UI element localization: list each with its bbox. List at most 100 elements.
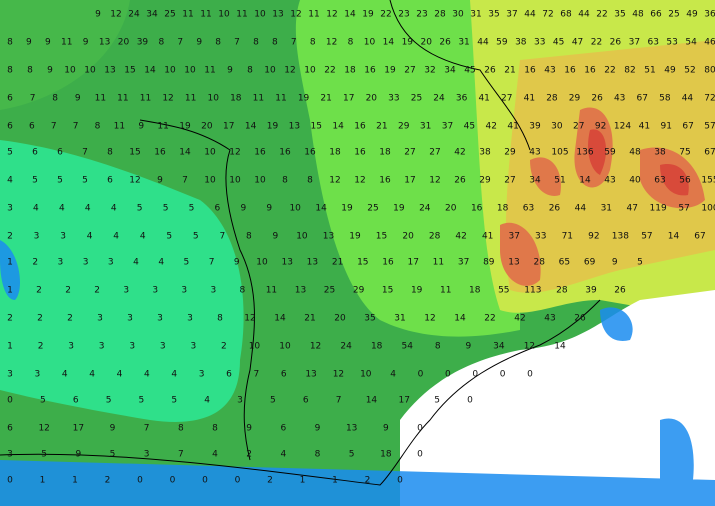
precip-label: 155 bbox=[701, 176, 715, 186]
precip-label: 17 bbox=[399, 396, 410, 406]
precip-label: 37 bbox=[442, 122, 453, 132]
precip-label: 9 bbox=[157, 176, 163, 186]
precip-label: 4 bbox=[133, 258, 139, 268]
precip-label: 13 bbox=[281, 258, 292, 268]
precip-label: 26 bbox=[484, 66, 496, 76]
precip-label: 3 bbox=[160, 342, 166, 352]
precip-label: 26 bbox=[591, 94, 603, 104]
precip-label: 8 bbox=[272, 38, 278, 48]
precip-label: 37 bbox=[509, 232, 520, 242]
precip-label: 9 bbox=[465, 342, 471, 352]
precip-label: 2 bbox=[38, 342, 44, 352]
precip-label: 67 bbox=[704, 148, 715, 158]
precip-label: 11 bbox=[266, 286, 277, 296]
precip-label: 65 bbox=[559, 258, 570, 268]
precip-label: 31 bbox=[470, 10, 481, 20]
precip-label: 8 bbox=[52, 94, 58, 104]
precip-label: 8 bbox=[246, 232, 252, 242]
precip-label: 19 bbox=[402, 38, 414, 48]
precip-label: 15 bbox=[382, 286, 393, 296]
precip-label: 3 bbox=[108, 258, 114, 268]
precip-label: 12 bbox=[310, 342, 321, 352]
precip-label: 39 bbox=[529, 122, 541, 132]
borders bbox=[139, 0, 531, 461]
precip-label: 40 bbox=[629, 176, 641, 186]
precip-label: 9 bbox=[315, 424, 321, 434]
precip-label: 6 bbox=[57, 148, 63, 158]
precip-label: 2 bbox=[37, 314, 43, 324]
precip-label: 10 bbox=[84, 66, 96, 76]
precip-label: 7 bbox=[51, 122, 57, 132]
precip-label: 43 bbox=[604, 176, 615, 186]
precip-label: 41 bbox=[639, 122, 650, 132]
precip-label: 5 bbox=[137, 204, 143, 214]
precip-label: 6 bbox=[32, 148, 38, 158]
precip-label: 5 bbox=[41, 450, 47, 460]
precip-label: 72 bbox=[704, 94, 715, 104]
precip-label: 31 bbox=[420, 122, 431, 132]
precip-label: 41 bbox=[482, 232, 493, 242]
precip-label: 35 bbox=[488, 10, 499, 20]
precip-label: 16 bbox=[379, 176, 391, 186]
precip-label: 12 bbox=[129, 176, 140, 186]
precip-label: 11 bbox=[157, 122, 168, 132]
precip-label: 46 bbox=[704, 38, 715, 48]
precip-label: 63 bbox=[648, 38, 659, 48]
precip-label: 26 bbox=[454, 176, 466, 186]
precip-label: 51 bbox=[644, 66, 655, 76]
lime-zone bbox=[295, 0, 520, 337]
precip-label: 3 bbox=[144, 450, 150, 460]
precip-label: 8 bbox=[158, 38, 164, 48]
precip-label: 4 bbox=[390, 370, 396, 380]
precip-label: 16 bbox=[154, 148, 166, 158]
precip-label: 10 bbox=[218, 10, 230, 20]
precip-label: 16 bbox=[354, 122, 366, 132]
precip-label: 14 bbox=[668, 232, 680, 242]
precip-label: 27 bbox=[573, 122, 584, 132]
precip-label: 15 bbox=[124, 66, 135, 76]
precip-label: 3 bbox=[152, 286, 158, 296]
precip-label: 6 bbox=[280, 424, 286, 434]
precip-label: 2 bbox=[105, 476, 111, 486]
precip-label: 9 bbox=[26, 38, 32, 48]
precip-label: 3 bbox=[190, 342, 196, 352]
precip-label: 3 bbox=[7, 204, 13, 214]
precip-label: 6 bbox=[281, 370, 287, 380]
precip-label: 12 bbox=[284, 66, 295, 76]
precip-label: 31 bbox=[601, 204, 612, 214]
precip-label: 3 bbox=[68, 342, 74, 352]
precip-label: 25 bbox=[164, 10, 175, 20]
precip-label: 18 bbox=[329, 148, 341, 158]
precip-label: 25 bbox=[324, 286, 335, 296]
precip-label: 4 bbox=[212, 450, 218, 460]
precip-label: 14 bbox=[366, 396, 378, 406]
precip-label: 56 bbox=[679, 176, 691, 186]
precip-label: 9 bbox=[227, 66, 233, 76]
precip-label: 18 bbox=[497, 204, 509, 214]
precip-label: 38 bbox=[515, 38, 527, 48]
precip-label: 12 bbox=[424, 314, 435, 324]
precip-label: 9 bbox=[95, 10, 101, 20]
precip-label: 22 bbox=[591, 38, 602, 48]
precip-label: 27 bbox=[404, 148, 415, 158]
precip-label: 9 bbox=[246, 424, 252, 434]
precip-label: 29 bbox=[504, 148, 516, 158]
precip-label: 16 bbox=[564, 66, 576, 76]
precip-label: 9 bbox=[83, 38, 89, 48]
precip-label: 36 bbox=[456, 94, 468, 104]
precip-label: 3 bbox=[210, 286, 216, 296]
precip-label: 16 bbox=[254, 148, 266, 158]
precip-label: 8 bbox=[307, 176, 313, 186]
precip-label: 42 bbox=[486, 122, 497, 132]
precip-label: 3 bbox=[123, 286, 129, 296]
precip-label: 15 bbox=[129, 148, 140, 158]
precip-label: 0 bbox=[397, 476, 403, 486]
precip-label: 3 bbox=[157, 314, 163, 324]
precip-label: 11 bbox=[95, 94, 106, 104]
precip-label: 27 bbox=[504, 176, 515, 186]
precip-label: 48 bbox=[632, 10, 644, 20]
precip-label: 10 bbox=[249, 342, 261, 352]
precip-label: 45 bbox=[464, 122, 475, 132]
precip-label: 3 bbox=[129, 342, 135, 352]
blue-zone bbox=[0, 240, 715, 506]
